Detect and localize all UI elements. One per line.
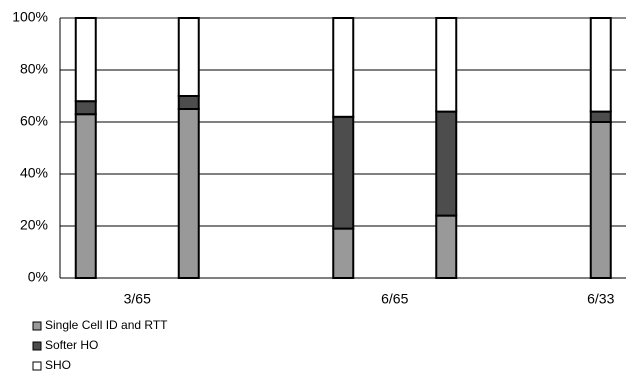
bar-segment (332, 17, 355, 118)
bar-segment (74, 113, 97, 279)
bar-segment (435, 110, 458, 217)
bar-segment (74, 17, 97, 103)
y-tick-label: 0% (28, 269, 48, 285)
bar-segment (177, 108, 200, 279)
bar-segment (177, 95, 200, 110)
y-tick-label: 40% (20, 165, 48, 181)
bar-segment (177, 17, 200, 97)
bar-segment (589, 121, 612, 279)
x-tick-label: 3/65 (124, 291, 151, 307)
y-tick-label: 60% (20, 113, 48, 129)
x-tick-label: 6/65 (381, 291, 408, 307)
legend-label: Softer HO (45, 338, 98, 352)
legend-swatch (32, 321, 42, 331)
x-tick-label: 6/33 (587, 291, 614, 307)
bar-segment (74, 100, 97, 116)
bar-segment (589, 17, 612, 113)
y-tick-label: 100% (12, 9, 48, 25)
legend-label: Single Cell ID and RTT (45, 318, 168, 332)
legend-label: SHO (45, 358, 71, 372)
legend-swatch (32, 341, 42, 351)
bar-segment (332, 115, 355, 230)
bar-segment (332, 227, 355, 280)
legend-swatch (32, 361, 42, 371)
bar-segment (435, 17, 458, 113)
y-tick-label: 20% (20, 217, 48, 233)
legend: Single Cell ID and RTT Softer HO SHO (32, 318, 168, 372)
bar-segment (589, 110, 612, 123)
y-tick-label: 80% (20, 61, 48, 77)
bar-segment (435, 214, 458, 280)
